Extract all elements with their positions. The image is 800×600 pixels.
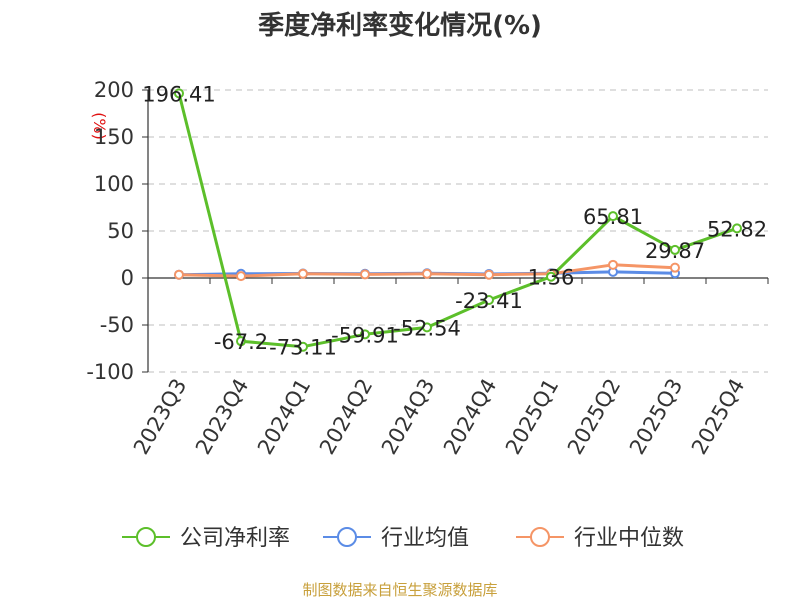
series-2-point [422, 268, 432, 279]
series-0-point [174, 88, 184, 99]
y-tick-label: 150 [94, 125, 134, 149]
data-label: 196.41 [142, 82, 215, 106]
x-tick-label: 2025Q3 [625, 375, 687, 459]
legend-label: 公司净利率 [180, 526, 290, 551]
x-tick-label: 2023Q4 [191, 375, 253, 459]
legend-item-2[interactable]: 行业中位数 [516, 526, 684, 551]
data-label: 1.36 [528, 266, 575, 290]
series-0-point [732, 223, 742, 234]
legend-marker [530, 527, 550, 547]
series-2-point [360, 269, 370, 280]
y-tick-label: 0 [121, 266, 134, 290]
series-0-point [236, 336, 246, 347]
y-tick-label: -50 [100, 313, 134, 337]
legend-marker [136, 527, 156, 547]
series-2-point [236, 271, 246, 282]
x-tick-label: 2024Q3 [377, 375, 439, 459]
x-tick-label: 2025Q4 [687, 375, 749, 459]
legend-item-1[interactable]: 行业均值 [323, 526, 469, 551]
x-tick-label: 2023Q3 [129, 375, 191, 459]
x-tick-label: 2024Q4 [439, 375, 501, 459]
data-label: -52.54 [393, 316, 461, 340]
legend-marker [337, 527, 357, 547]
series-2-point [608, 259, 618, 270]
series-0-point [546, 271, 556, 282]
legend-label: 行业均值 [381, 526, 469, 551]
data-label: 29.87 [645, 239, 705, 263]
series-2-point [670, 262, 680, 273]
series-0-point [360, 329, 370, 340]
series-0-point [670, 244, 680, 255]
data-label: 52.82 [707, 217, 767, 241]
series-0-point [298, 341, 308, 352]
legend-item-0[interactable]: 公司净利率 [122, 526, 290, 551]
legend[interactable]: 公司净利率 行业均值 行业中位数 [122, 526, 684, 551]
series-0-point [422, 322, 432, 333]
source-note: 制图数据来自恒生聚源数据库 [302, 581, 497, 599]
y-tick-label: 50 [107, 219, 134, 243]
data-label: -67.2 [214, 330, 268, 354]
data-label: -23.41 [455, 289, 523, 313]
grid-lines [148, 89, 768, 373]
data-label: 65.81 [583, 205, 643, 229]
x-tick-label: 2025Q2 [563, 375, 625, 459]
series-2-point [298, 268, 308, 279]
chart-title: 季度净利率变化情况(%) [258, 10, 542, 41]
y-tick-label: 200 [94, 78, 134, 102]
series-0-point [484, 295, 494, 306]
series-line-0 [177, 93, 738, 349]
series-2-point [484, 269, 494, 280]
y-axis-unit-label: (%) [90, 112, 109, 140]
series-points [174, 88, 742, 352]
series-2-point [174, 269, 184, 280]
y-tick-label: 100 [94, 172, 134, 196]
legend-label: 行业中位数 [574, 526, 684, 551]
data-label: -73.11 [269, 336, 337, 360]
x-tick-label: 2024Q1 [253, 375, 315, 459]
y-tick-label: -100 [86, 360, 134, 384]
x-tick-label: 2025Q1 [501, 375, 563, 459]
series-0-point [608, 211, 618, 222]
data-label: -59.91 [331, 323, 399, 347]
x-tick-label: 2024Q2 [315, 375, 377, 459]
data-labels: 196.41 -67.2 -73.11-59.91-52.54 -23.411.36 6… [142, 82, 767, 359]
